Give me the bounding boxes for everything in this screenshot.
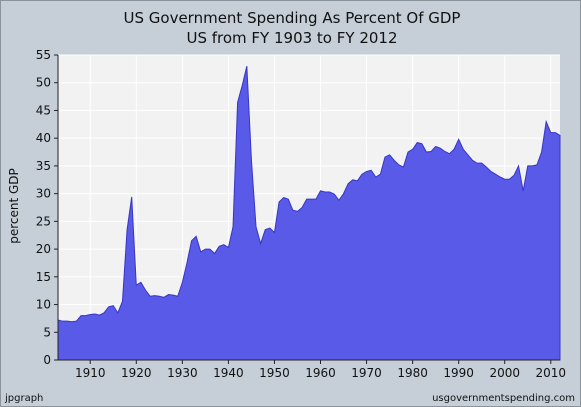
y-tick-label: 15: [36, 270, 51, 284]
y-tick-label: 5: [43, 325, 51, 339]
spending-area-series: [57, 65, 561, 361]
y-tick-label: 35: [36, 159, 51, 173]
x-tick-label: 1950: [259, 366, 290, 380]
x-tick-label: 1990: [443, 366, 474, 380]
x-tick-label: 1920: [121, 366, 152, 380]
y-tick-label: 45: [36, 103, 51, 117]
x-tick-label: 1930: [167, 366, 198, 380]
chart-title: US Government Spending As Percent Of GDP: [124, 9, 461, 27]
y-tick-label: 20: [36, 242, 51, 256]
y-tick-label: 25: [36, 214, 51, 228]
y-tick-label: 0: [43, 353, 51, 367]
x-tick-label: 1910: [75, 366, 106, 380]
x-tick-label: 2010: [536, 366, 567, 380]
credit-jpgraph: jpgraph: [4, 393, 43, 404]
y-tick-label: 50: [36, 76, 51, 90]
y-axis-label: percent GDP: [7, 168, 21, 244]
x-tick-label: 1940: [213, 366, 244, 380]
y-tick-label: 40: [36, 131, 51, 145]
credit-source: usgovernmentspending.com: [432, 393, 575, 404]
y-tick-label: 30: [36, 187, 51, 201]
y-axis: 0 5 10 15 20 25 30 35 40 45 50 55: [36, 48, 58, 367]
chart-subtitle: US from FY 1903 to FY 2012: [186, 29, 397, 47]
x-tick-label: 2000: [489, 366, 520, 380]
y-tick-label: 10: [36, 298, 51, 312]
y-tick-label: 55: [36, 48, 51, 62]
x-tick-label: 1980: [397, 366, 428, 380]
x-axis: 1910 1920 1930 1940 1950 1960 1970 1980 1990 2000…: [75, 360, 566, 380]
x-tick-label: 1960: [305, 366, 336, 380]
x-tick-label: 1970: [351, 366, 382, 380]
